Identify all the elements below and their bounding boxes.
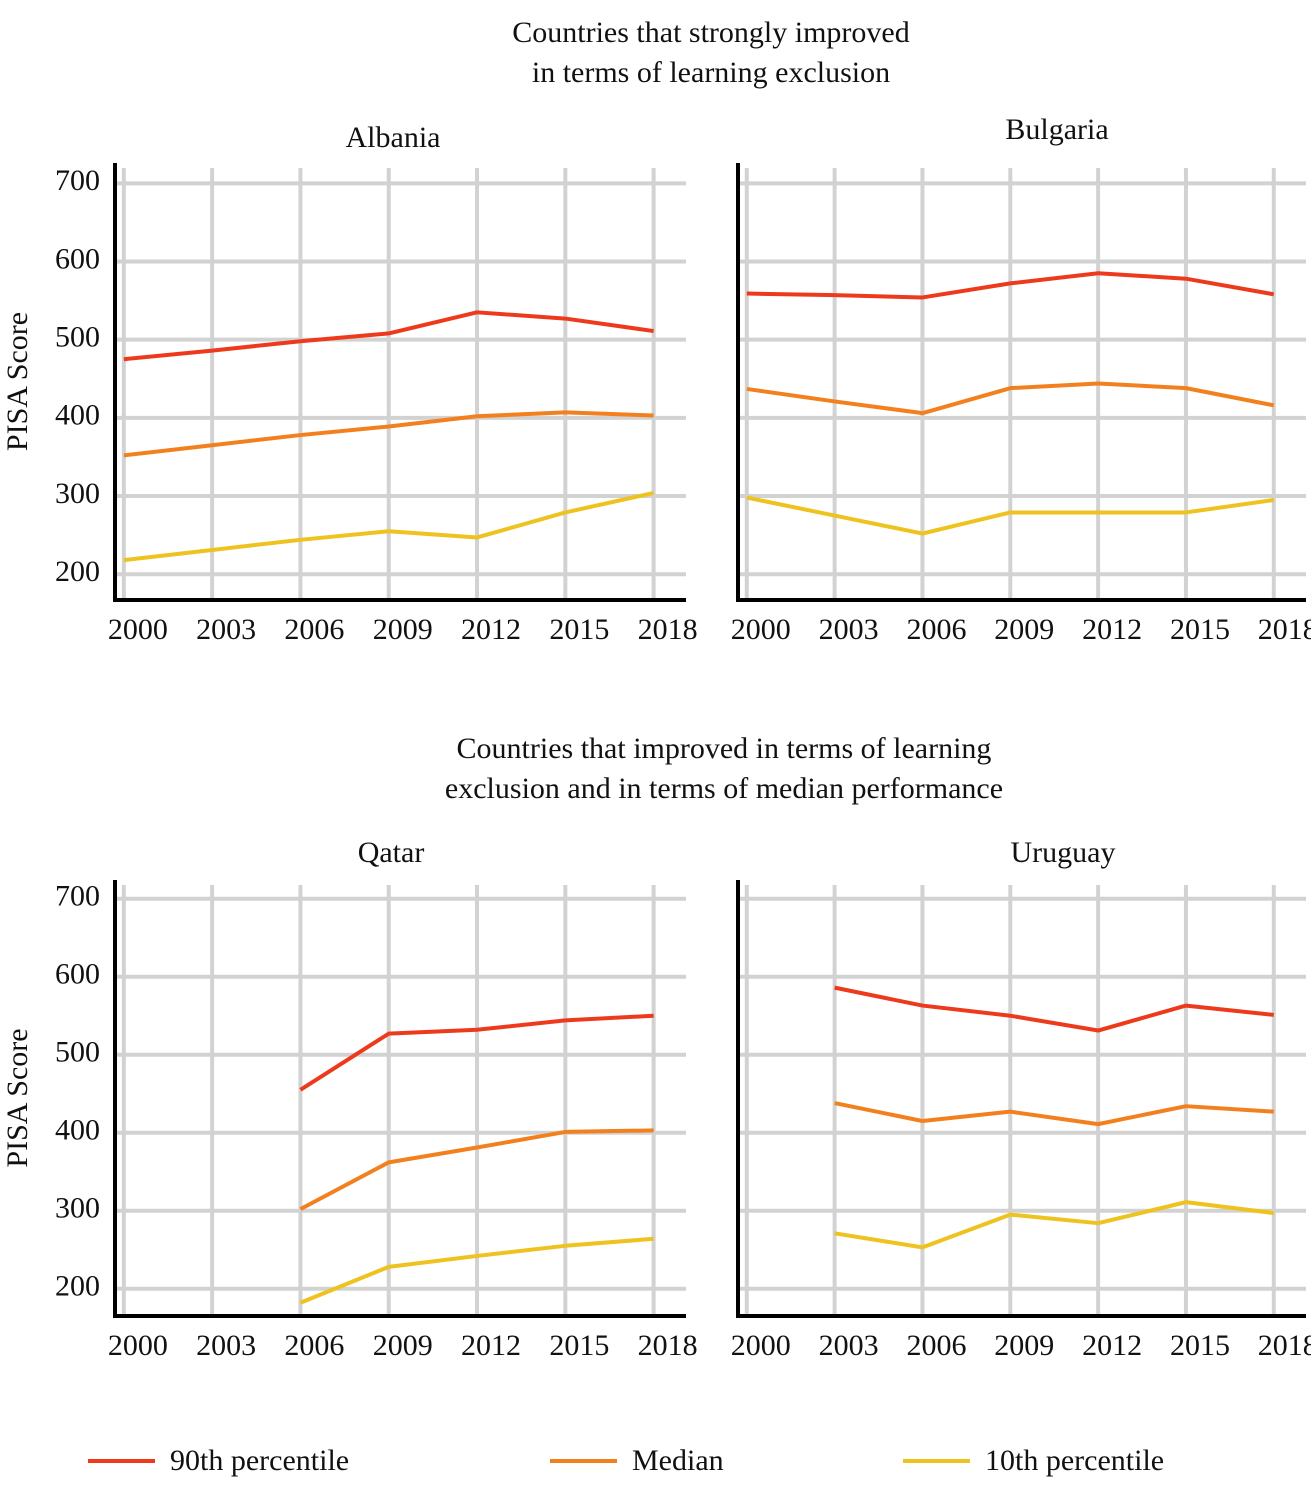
x-tick-label: 2006 xyxy=(906,613,966,646)
x-tick-label: 2018 xyxy=(638,613,698,646)
series-line xyxy=(299,1013,654,1092)
y-tick-label: 400 xyxy=(55,399,100,432)
y-tick-label: 200 xyxy=(55,1270,100,1303)
y-axis-label: PISA Score xyxy=(1,312,34,451)
heading-line: exclusion and in terms of median perform… xyxy=(445,772,1003,805)
y-tick-label: 500 xyxy=(55,321,100,354)
x-tick-label: 2012 xyxy=(461,613,521,646)
x-tick-label: 2000 xyxy=(108,613,168,646)
series-line xyxy=(746,271,1275,300)
x-tick-label: 2009 xyxy=(373,613,433,646)
legend-label: Median xyxy=(632,1444,724,1477)
x-tick-label: 2000 xyxy=(108,1329,168,1362)
heading-line: in terms of learning exclusion xyxy=(532,56,890,89)
x-tick-label: 2009 xyxy=(994,1329,1054,1362)
y-axis-label: PISA Score xyxy=(1,1028,34,1167)
y-tick-label: 700 xyxy=(55,880,100,913)
y-tick-label: 700 xyxy=(55,164,100,197)
x-tick-label: 2009 xyxy=(373,1329,433,1362)
x-tick-label: 2003 xyxy=(819,613,879,646)
x-tick-label: 2006 xyxy=(284,613,344,646)
x-tick-label: 2006 xyxy=(284,1329,344,1362)
y-tick-label: 400 xyxy=(55,1114,100,1147)
x-tick-label: 2003 xyxy=(819,1329,879,1362)
series-line xyxy=(834,985,1275,1033)
x-tick-label: 2009 xyxy=(994,613,1054,646)
panel-title: Qatar xyxy=(358,836,425,869)
series-line xyxy=(834,1101,1274,1127)
x-tick-label: 2012 xyxy=(1082,1329,1142,1362)
x-tick-label: 2000 xyxy=(731,1329,791,1362)
x-tick-label: 2018 xyxy=(638,1329,698,1362)
series-line xyxy=(299,1236,654,1305)
y-tick-label: 600 xyxy=(55,242,100,275)
x-tick-label: 2003 xyxy=(196,1329,256,1362)
series-line xyxy=(299,1128,654,1211)
panel-title: Bulgaria xyxy=(1005,113,1108,146)
x-tick-label: 2015 xyxy=(549,613,609,646)
heading-line: Countries that strongly improved xyxy=(512,16,909,49)
x-tick-label: 2015 xyxy=(1170,613,1230,646)
x-tick-label: 2000 xyxy=(731,613,791,646)
series-line xyxy=(123,490,655,563)
y-tick-label: 300 xyxy=(55,1192,100,1225)
legend-label: 10th percentile xyxy=(985,1444,1164,1477)
series-line xyxy=(123,310,654,362)
x-tick-label: 2012 xyxy=(1082,613,1142,646)
y-tick-label: 600 xyxy=(55,958,100,991)
y-tick-label: 200 xyxy=(55,555,100,588)
series-line xyxy=(834,1200,1275,1250)
x-tick-label: 2018 xyxy=(1258,1329,1311,1362)
series-line xyxy=(746,495,1275,536)
series-line xyxy=(746,381,1275,416)
x-tick-label: 2015 xyxy=(549,1329,609,1362)
legend-label: 90th percentile xyxy=(170,1444,349,1477)
y-tick-label: 500 xyxy=(55,1036,100,1069)
series-line xyxy=(123,410,654,458)
x-tick-label: 2012 xyxy=(461,1329,521,1362)
y-tick-label: 300 xyxy=(55,477,100,510)
x-tick-label: 2003 xyxy=(196,613,256,646)
panel-title: Uruguay xyxy=(1011,836,1116,869)
x-tick-label: 2015 xyxy=(1170,1329,1230,1362)
heading-line: Countries that improved in terms of lear… xyxy=(457,732,992,765)
x-tick-label: 2006 xyxy=(906,1329,966,1362)
panel-title: Albania xyxy=(346,121,441,154)
x-tick-label: 2018 xyxy=(1258,613,1311,646)
